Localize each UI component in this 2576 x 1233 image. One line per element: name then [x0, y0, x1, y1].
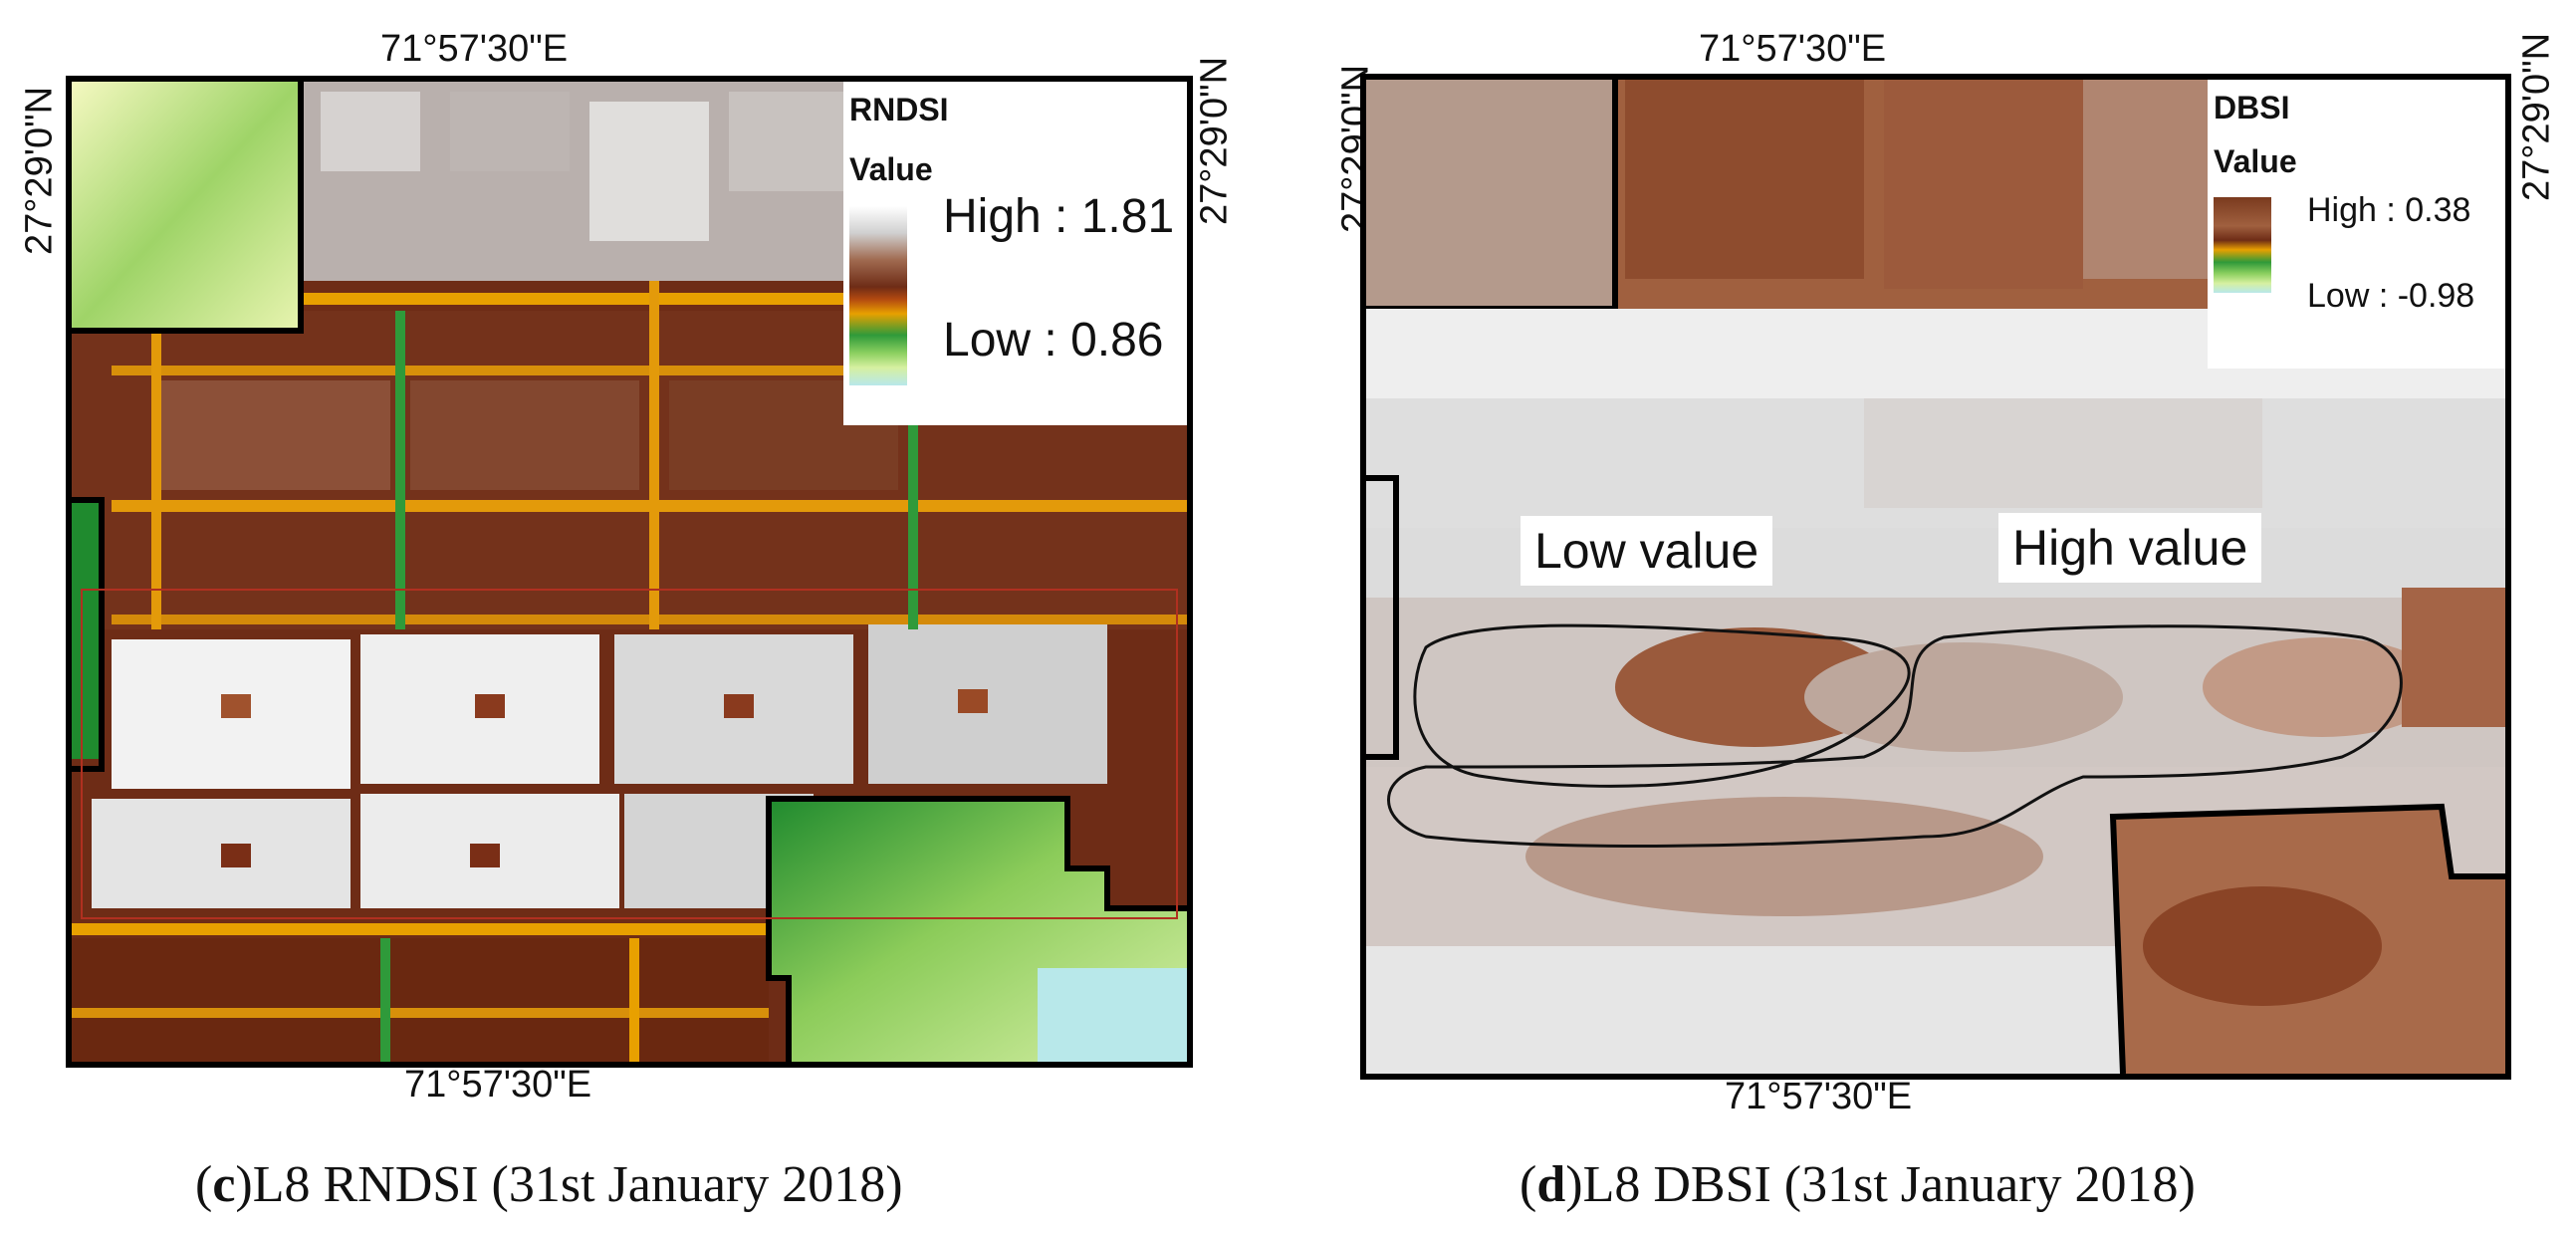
rndsi-legend: RNDSI Value High : 1.81 Low : 0.86	[843, 82, 1187, 425]
caption-c: (c)L8 RNDSI (31st January 2018)	[195, 1156, 903, 1213]
legend-value-label-c: Value	[849, 151, 933, 187]
caption-d: (d)L8 DBSI (31st January 2018)	[1520, 1156, 2196, 1213]
legend-high-d: High : 0.38	[2307, 191, 2471, 229]
color-ramp-d	[2214, 197, 2271, 293]
coord-top-c: 71°57'30"E	[380, 28, 569, 70]
annotation-high-value: High value	[1998, 513, 2262, 583]
legend-value-label-d: Value	[2214, 143, 2297, 179]
caption-letter-c: c	[212, 1156, 236, 1213]
caption-letter-d: d	[1536, 1156, 1566, 1213]
coord-top-d: 71°57'30"E	[1699, 28, 1887, 70]
coord-left-c: 27°29'0"N	[18, 86, 61, 256]
rndsi-map: RNDSI Value High : 1.81 Low : 0.86	[66, 76, 1193, 1068]
legend-high-c: High : 1.81	[943, 190, 1175, 243]
coord-right-d: 27°29'0"N	[2515, 32, 2558, 202]
color-ramp-c	[849, 206, 907, 385]
coord-right-c: 27°29'0"N	[1193, 56, 1236, 226]
coord-bottom-d: 71°57'30"E	[1725, 1076, 1913, 1117]
caption-text-d: )L8 DBSI (31st January 2018)	[1565, 1156, 2196, 1213]
coord-bottom-c: 71°57'30"E	[404, 1064, 592, 1106]
annotation-low-value: Low value	[1521, 516, 1773, 586]
dbsi-map: DBSI Value High : 0.38 Low : -0.98 Low v…	[1360, 74, 2511, 1080]
legend-low-c: Low : 0.86	[943, 314, 1164, 367]
dbsi-legend: DBSI Value High : 0.38 Low : -0.98	[2208, 80, 2505, 369]
legend-low-d: Low : -0.98	[2307, 277, 2475, 315]
caption-text-c: )L8 RNDSI (31st January 2018)	[235, 1156, 903, 1213]
legend-title-d: DBSI	[2214, 90, 2290, 125]
legend-title-c: RNDSI	[849, 92, 949, 127]
